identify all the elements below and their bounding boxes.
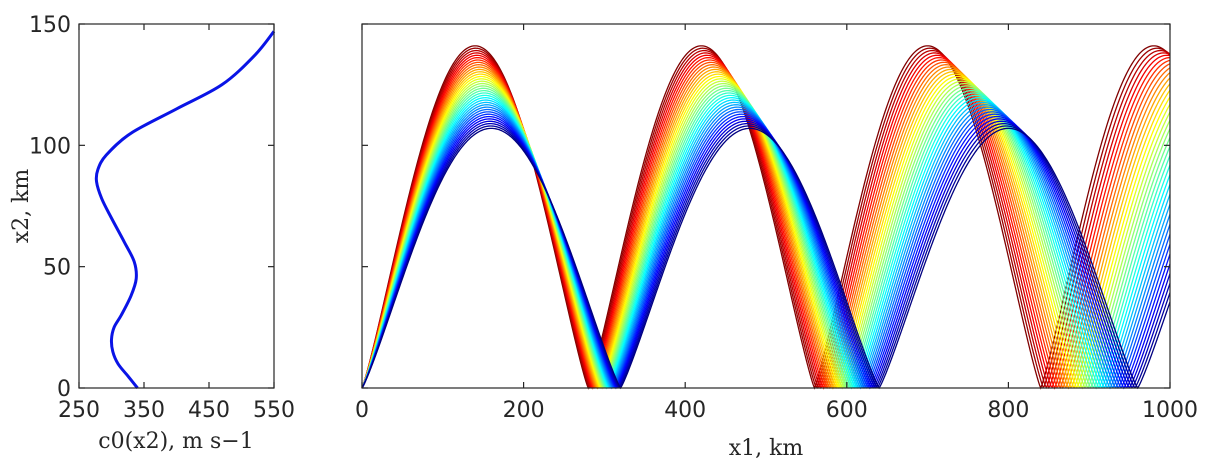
left-x-tick-label-0: 250 [58, 398, 100, 423]
ray-line-24 [361, 71, 1171, 389]
left-x-tick-label-3: 550 [253, 398, 295, 423]
profile-line-0 [94, 30, 276, 389]
ray-line-30 [361, 56, 1171, 390]
left-y-ticks: 0 50 100 150 [29, 13, 274, 402]
right-y-tickmarks [362, 23, 1170, 389]
left-x-tick-label-1: 350 [123, 398, 165, 423]
right-x-tick-label-2: 400 [664, 398, 706, 423]
left-y-tick-label-3: 150 [29, 13, 71, 38]
right-x-tick-label-4: 800 [987, 398, 1029, 423]
ray-line-29 [361, 59, 1171, 389]
left-axes-frame [78, 23, 275, 389]
right-x-ticks: 0 200 400 600 800 1000 [355, 24, 1198, 423]
ray-line-21 [361, 78, 1171, 389]
left-y-tick-label-1: 50 [43, 256, 71, 281]
left-x-axis-label: c0(x2), m s−1 [98, 429, 253, 454]
ray-line-22 [361, 75, 1171, 389]
left-x-tick-label-2: 450 [188, 398, 230, 423]
right-x-tick-label-3: 600 [826, 398, 868, 423]
left-y-axis-label: x2, km [9, 169, 34, 244]
sound-speed-profile-panel: 250 350 450 550 0 50 100 150 c0(x2), m s−1 x2,… [9, 13, 295, 454]
right-x-tick-label-0: 0 [355, 398, 369, 423]
ray-line-31 [361, 54, 1171, 389]
ray-line-0 [361, 127, 1171, 390]
ray-line-3 [361, 120, 1171, 389]
right-axes-frame [361, 23, 1171, 389]
left-x-ticks: 250 350 450 550 [58, 24, 295, 423]
ray-line-25 [361, 68, 1171, 390]
ray-line-20 [361, 80, 1171, 390]
left-y-tick-label-2: 100 [29, 134, 71, 159]
ray-trace-panel: 0 200 400 600 800 1000 x1, km [355, 23, 1198, 461]
right-x-tick-label-5: 1000 [1142, 398, 1198, 423]
ray-line-layer [361, 45, 1171, 390]
ray-line-23 [361, 73, 1171, 389]
left-y-tick-label-0: 0 [57, 377, 71, 402]
ray-line-34 [361, 47, 1171, 389]
right-x-tick-label-1: 200 [503, 398, 545, 423]
ray-line-33 [361, 49, 1171, 389]
ray-line-27 [361, 64, 1171, 389]
ray-line-26 [361, 66, 1171, 389]
ray-line-32 [361, 52, 1171, 389]
right-x-axis-label: x1, km [729, 436, 804, 461]
profile-line-layer [94, 30, 276, 389]
ray-line-35 [361, 45, 1171, 390]
ray-line-28 [361, 61, 1171, 389]
